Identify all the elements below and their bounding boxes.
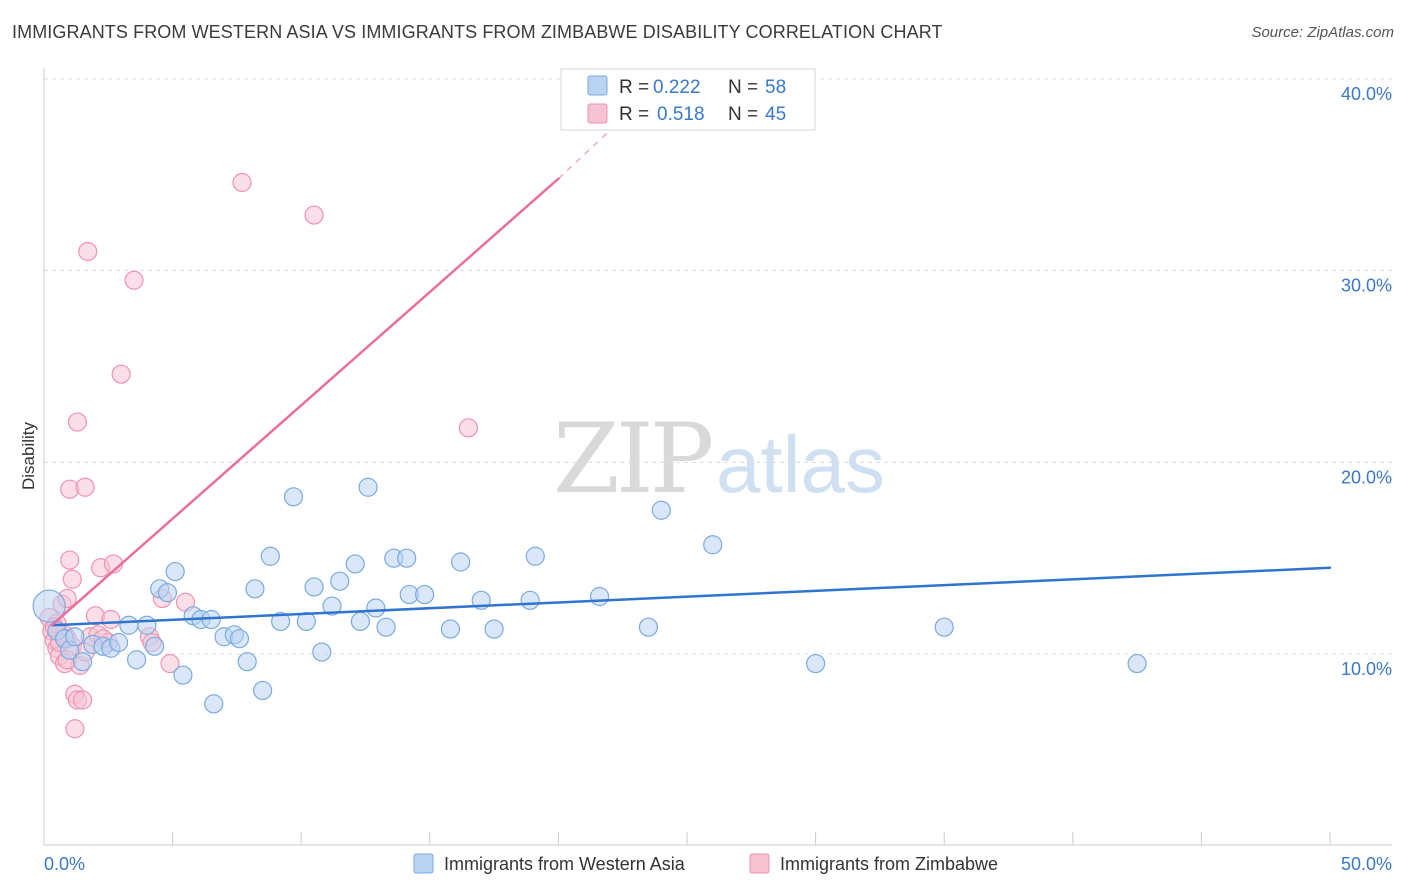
blue-point-35 [330,571,350,591]
legend-n-value-blue: 58 [765,77,786,98]
chart-title: IMMIGRANTS FROM WESTERN ASIA VS IMMIGRAN… [12,22,943,42]
pink-point-35 [160,653,180,674]
blue-point-49 [520,590,540,610]
y-tick-label-40: 40.0% [1341,84,1392,104]
legend-r-label-pink: R = [619,104,649,125]
pink-point-11 [60,550,80,570]
blue-point-55 [805,653,826,674]
blue-point-36 [345,554,365,574]
y-tick-label-30: 30.0% [1341,276,1392,296]
pink-point-13 [62,569,82,589]
legend-r-value-blue: 0.222 [653,77,701,98]
blue-point-0 [32,589,66,623]
blue-point-38 [358,477,378,497]
trend-lines [50,74,1332,627]
legend-swatch-blue [587,75,608,96]
pink-trend-line [50,177,560,627]
blue-point-11 [126,650,147,670]
blue-point-4 [65,627,85,647]
blue-point-30 [283,487,304,507]
blue-point-54 [703,535,723,555]
pink-point-31 [124,270,144,290]
pink-point-30 [111,364,131,384]
blue-point-28 [260,546,280,566]
blue-point-52 [638,617,659,637]
gridlines [44,78,1392,655]
pink-point-38 [304,205,324,225]
x-axis-ticks [172,832,1331,845]
pink-point-39 [458,418,478,438]
blue-point-27 [253,680,273,701]
blue-point-26 [245,579,265,599]
pink-point-20 [72,690,93,710]
pink-point-16 [65,719,85,739]
pink-point-21 [75,477,95,497]
bottom-legend-label-pink: Immigrants from Zimbabwe [780,854,998,874]
blue-point-12 [137,615,157,635]
x-tick-label-min: 0.0% [44,854,85,874]
blue-point-15 [157,583,178,603]
legend-n-label-pink: N = [728,104,758,125]
blue-point-39 [366,598,386,618]
blue-point-9 [108,632,129,653]
blue-point-33 [312,642,332,662]
y-axis-label: Disability [19,421,38,490]
y-tick-label-20: 20.0% [1341,467,1392,487]
blue-point-40 [376,617,396,637]
blue-point-31 [296,611,316,632]
blue-point-16 [165,561,185,582]
blue-point-45 [440,619,460,639]
axes [43,68,1392,846]
legend-r-label-blue: R = [619,77,649,98]
blue-point-51 [589,586,610,607]
blue-point-34 [322,596,342,616]
legend-n-label-blue: N = [728,77,758,98]
blue-point-32 [304,577,324,597]
y-axis-tick-labels: 10.0% 20.0% 30.0% 40.0% [1341,84,1392,679]
blue-point-13 [144,636,165,656]
bottom-legend-swatch-blue [413,853,434,874]
bottom-legend: Immigrants from Western Asia Immigrants … [413,853,998,874]
blue-point-10 [119,615,139,635]
blue-point-21 [204,694,224,714]
blue-point-44 [415,584,435,605]
legend-r-value-pink: 0.518 [657,104,705,125]
watermark-atlas: atlas [716,420,885,509]
western-asia-points [32,477,1147,714]
blue-point-46 [451,552,471,572]
y-tick-label-10: 10.0% [1341,659,1392,679]
blue-point-29 [271,611,291,632]
blue-point-50 [525,546,545,566]
blue-point-25 [237,652,257,672]
blue-point-24 [229,629,250,649]
blue-point-48 [484,619,504,639]
blue-point-53 [651,500,671,520]
blue-trend-line [50,566,1332,627]
blue-point-42 [397,548,417,568]
legend-box: R = 0.222 N = 58 R = 0.518 N = 45 [560,68,816,131]
blue-point-57 [1127,653,1147,674]
blue-point-17 [173,665,193,685]
source-credit: Source: ZipAtlas.com [1251,24,1394,41]
bottom-legend-swatch-pink [749,853,770,874]
bottom-legend-label-blue: Immigrants from Western Asia [444,854,686,874]
blue-point-5 [72,652,93,672]
pink-point-17 [67,412,88,432]
legend-n-value-pink: 45 [765,104,786,125]
watermark-zip: ZIP [553,403,712,515]
pink-point-37 [232,172,252,193]
x-tick-label-max: 50.0% [1341,854,1392,874]
pink-point-28 [101,609,121,630]
blue-point-37 [350,611,370,632]
legend-swatch-pink [587,103,608,124]
pink-point-22 [78,241,98,262]
blue-point-56 [934,617,954,637]
